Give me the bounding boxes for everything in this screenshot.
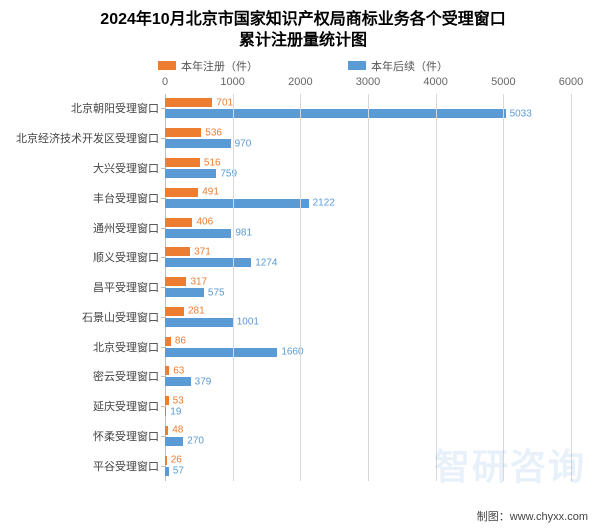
category-label: 北京朝阳受理窗口 bbox=[71, 100, 165, 116]
bar-value-label: 516 bbox=[204, 157, 221, 168]
legend-label-0: 本年注册（件） bbox=[181, 58, 258, 74]
bar-value-label: 1001 bbox=[237, 317, 259, 328]
chart-title: 2024年10月北京市国家知识产权局商标业务各个受理窗口 累计注册量统计图 bbox=[15, 10, 591, 52]
x-tick: 0 bbox=[162, 76, 168, 88]
bar bbox=[165, 199, 309, 208]
bar bbox=[165, 437, 183, 446]
legend-label-1: 本年后续（件） bbox=[371, 58, 448, 74]
x-tick: 2000 bbox=[288, 76, 312, 88]
legend-item-0: 本年注册（件） bbox=[158, 58, 258, 74]
bar-value-label: 970 bbox=[235, 138, 252, 149]
legend-swatch-1 bbox=[348, 61, 366, 70]
bar bbox=[165, 407, 166, 416]
bar bbox=[165, 169, 216, 178]
x-tick: 5000 bbox=[491, 76, 515, 88]
category-label: 怀柔受理窗口 bbox=[93, 428, 165, 444]
bar bbox=[165, 109, 506, 118]
category-label: 北京经济技术开发区受理窗口 bbox=[16, 130, 165, 146]
footer-left: 制图： bbox=[477, 511, 510, 523]
bar-value-label: 53 bbox=[173, 395, 184, 406]
grid-line bbox=[368, 94, 369, 481]
bar-value-label: 491 bbox=[202, 187, 219, 198]
grid-line bbox=[503, 94, 504, 481]
x-axis: 0100020003000400050006000 bbox=[165, 76, 571, 94]
bar bbox=[165, 139, 231, 148]
category-label: 延庆受理窗口 bbox=[93, 398, 165, 414]
bar bbox=[165, 366, 169, 375]
bar-value-label: 57 bbox=[173, 466, 184, 477]
bar-value-label: 371 bbox=[194, 246, 211, 257]
bar-value-label: 26 bbox=[171, 455, 182, 466]
bar-value-label: 86 bbox=[175, 336, 186, 347]
bar bbox=[165, 456, 167, 465]
bar-value-label: 270 bbox=[187, 436, 204, 447]
bar-value-label: 759 bbox=[220, 168, 237, 179]
grid-line bbox=[436, 94, 437, 481]
title-line2: 累计注册量统计图 bbox=[15, 31, 591, 52]
bar bbox=[165, 348, 277, 357]
legend-swatch-0 bbox=[158, 61, 176, 70]
title-line1: 2024年10月北京市国家知识产权局商标业务各个受理窗口 bbox=[15, 10, 591, 31]
bar-value-label: 379 bbox=[195, 376, 212, 387]
category-label: 丰台受理窗口 bbox=[93, 190, 165, 206]
bar bbox=[165, 318, 233, 327]
bar-value-label: 406 bbox=[196, 217, 213, 228]
grid-line bbox=[300, 94, 301, 481]
bar-value-label: 2122 bbox=[313, 198, 335, 209]
x-tick: 4000 bbox=[423, 76, 447, 88]
bar bbox=[165, 128, 201, 137]
bar bbox=[165, 467, 169, 476]
bar bbox=[165, 377, 191, 386]
footer-right: www.chyxx.com bbox=[510, 511, 588, 523]
category-label: 顺义受理窗口 bbox=[93, 249, 165, 265]
bar bbox=[165, 218, 192, 227]
category-label: 大兴受理窗口 bbox=[93, 160, 165, 176]
bar bbox=[165, 158, 200, 167]
bar-value-label: 536 bbox=[205, 127, 222, 138]
bar bbox=[165, 337, 171, 346]
bar bbox=[165, 307, 184, 316]
grid-line bbox=[233, 94, 234, 481]
bar-value-label: 19 bbox=[170, 406, 181, 417]
bar bbox=[165, 396, 169, 405]
category-label: 密云受理窗口 bbox=[93, 368, 165, 384]
bar bbox=[165, 247, 190, 256]
x-tick: 3000 bbox=[356, 76, 380, 88]
bar bbox=[165, 288, 204, 297]
bar-value-label: 981 bbox=[235, 228, 252, 239]
legend: 本年注册（件） 本年后续（件） bbox=[15, 58, 591, 74]
bar bbox=[165, 258, 251, 267]
bar bbox=[165, 277, 186, 286]
category-label: 昌平受理窗口 bbox=[93, 279, 165, 295]
footer: 制图：www.chyxx.com bbox=[477, 508, 588, 524]
bar-value-label: 575 bbox=[208, 287, 225, 298]
category-label: 石景山受理窗口 bbox=[82, 309, 165, 325]
x-tick: 1000 bbox=[220, 76, 244, 88]
bar-value-label: 281 bbox=[188, 306, 205, 317]
bar bbox=[165, 188, 198, 197]
bar-value-label: 317 bbox=[190, 276, 207, 287]
chart-container: 2024年10月北京市国家知识产权局商标业务各个受理窗口 累计注册量统计图 本年… bbox=[0, 0, 606, 530]
bar-value-label: 48 bbox=[172, 425, 183, 436]
category-label: 北京受理窗口 bbox=[93, 339, 165, 355]
category-label: 平谷受理窗口 bbox=[93, 458, 165, 474]
legend-item-1: 本年后续（件） bbox=[348, 58, 448, 74]
bar-value-label: 1274 bbox=[255, 257, 277, 268]
grid-line bbox=[571, 94, 572, 481]
plot-area: 0100020003000400050006000 北京朝阳受理窗口701503… bbox=[165, 76, 571, 481]
bar bbox=[165, 98, 212, 107]
bar bbox=[165, 426, 168, 435]
bar bbox=[165, 229, 231, 238]
bar-value-label: 63 bbox=[173, 365, 184, 376]
bar-value-label: 701 bbox=[216, 97, 233, 108]
bar-value-label: 5033 bbox=[510, 108, 532, 119]
x-tick: 6000 bbox=[559, 76, 583, 88]
category-label: 通州受理窗口 bbox=[93, 220, 165, 236]
